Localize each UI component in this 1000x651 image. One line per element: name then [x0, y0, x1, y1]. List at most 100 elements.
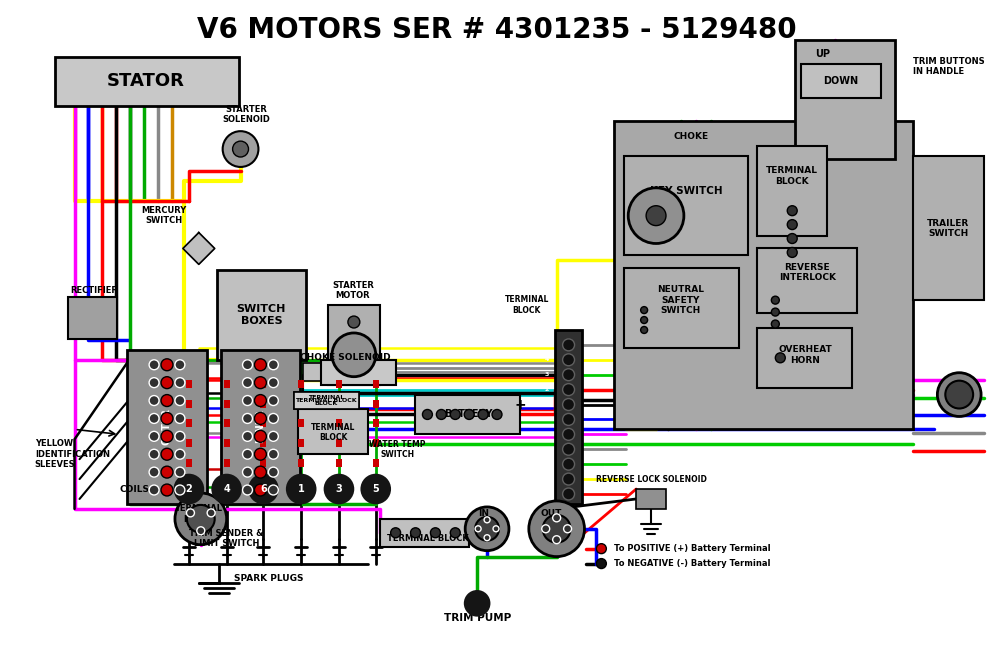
- Circle shape: [197, 527, 205, 534]
- Text: 4: 4: [223, 484, 230, 494]
- Text: MERCURY
SWITCH: MERCURY SWITCH: [141, 206, 187, 225]
- Circle shape: [596, 559, 606, 568]
- Text: TRAILER
SWITCH: TRAILER SWITCH: [927, 219, 969, 238]
- Bar: [260, 419, 266, 428]
- Circle shape: [175, 432, 185, 441]
- Text: TERMINAL
BLOCK: TERMINAL BLOCK: [175, 504, 223, 523]
- Text: SWITCH
BOXES: SWITCH BOXES: [237, 304, 286, 326]
- Circle shape: [553, 536, 561, 544]
- Circle shape: [937, 373, 981, 417]
- Bar: [636, 489, 666, 509]
- Text: SPARK PLUGS: SPARK PLUGS: [234, 574, 303, 583]
- Bar: [260, 439, 266, 447]
- Text: 6: 6: [260, 484, 267, 494]
- Bar: [224, 400, 230, 408]
- Circle shape: [186, 509, 194, 517]
- Text: CHOKE: CHOKE: [673, 132, 708, 141]
- Text: REVERSE LOCK SOLENOID: REVERSE LOCK SOLENOID: [596, 475, 707, 484]
- Bar: [757, 146, 827, 236]
- Circle shape: [213, 475, 241, 503]
- Bar: [186, 419, 192, 428]
- Bar: [298, 419, 304, 428]
- Bar: [294, 392, 359, 409]
- Circle shape: [149, 467, 159, 477]
- Circle shape: [161, 377, 173, 389]
- Circle shape: [563, 354, 575, 366]
- Bar: [55, 57, 239, 106]
- Circle shape: [254, 449, 266, 460]
- Circle shape: [149, 360, 159, 370]
- Circle shape: [187, 505, 215, 533]
- Circle shape: [465, 591, 489, 615]
- Circle shape: [268, 432, 278, 441]
- Circle shape: [775, 353, 785, 363]
- Bar: [298, 439, 304, 447]
- Circle shape: [787, 247, 797, 257]
- Circle shape: [787, 219, 797, 230]
- Circle shape: [254, 466, 266, 478]
- Circle shape: [249, 475, 277, 503]
- Text: 3: 3: [336, 484, 342, 494]
- Bar: [373, 380, 379, 387]
- Circle shape: [233, 141, 249, 157]
- Circle shape: [175, 396, 185, 406]
- Bar: [336, 439, 342, 447]
- Bar: [373, 459, 379, 467]
- Text: TRIM BUTTONS
IN HANDLE: TRIM BUTTONS IN HANDLE: [913, 57, 984, 76]
- Bar: [298, 380, 304, 387]
- Circle shape: [161, 449, 173, 460]
- Text: TERMINAL BLOCK: TERMINAL BLOCK: [387, 534, 468, 543]
- Text: UP: UP: [816, 49, 831, 59]
- Bar: [913, 156, 984, 300]
- Circle shape: [464, 409, 474, 419]
- Circle shape: [450, 528, 460, 538]
- Circle shape: [475, 517, 499, 541]
- Circle shape: [771, 296, 779, 304]
- Bar: [224, 459, 230, 467]
- Text: TRIM PUMP: TRIM PUMP: [444, 613, 511, 623]
- Circle shape: [641, 327, 648, 333]
- Circle shape: [254, 395, 266, 406]
- Bar: [217, 270, 306, 360]
- Circle shape: [223, 131, 258, 167]
- Circle shape: [641, 307, 648, 314]
- Text: 5: 5: [545, 342, 549, 348]
- Circle shape: [475, 526, 481, 532]
- Text: CHOKE SOLENOID: CHOKE SOLENOID: [300, 353, 391, 363]
- Circle shape: [430, 528, 440, 538]
- Bar: [186, 380, 192, 387]
- Circle shape: [563, 473, 575, 485]
- Text: COILS: COILS: [119, 484, 149, 493]
- Circle shape: [149, 449, 159, 459]
- Circle shape: [391, 528, 401, 538]
- Circle shape: [161, 466, 173, 478]
- Circle shape: [149, 413, 159, 423]
- Circle shape: [771, 308, 779, 316]
- Text: OUTER: OUTER: [162, 408, 172, 445]
- Bar: [624, 268, 739, 348]
- Bar: [795, 40, 895, 159]
- Circle shape: [254, 359, 266, 370]
- Circle shape: [268, 467, 278, 477]
- Circle shape: [175, 467, 185, 477]
- Bar: [373, 400, 379, 408]
- Circle shape: [149, 378, 159, 387]
- Bar: [68, 297, 117, 339]
- Circle shape: [243, 413, 252, 423]
- Circle shape: [529, 501, 584, 557]
- Circle shape: [254, 430, 266, 442]
- Text: 7: 7: [545, 417, 549, 422]
- Circle shape: [254, 377, 266, 389]
- Circle shape: [564, 525, 572, 533]
- Circle shape: [542, 525, 550, 533]
- Circle shape: [771, 320, 779, 328]
- Text: REVERSE
INTERLOCK: REVERSE INTERLOCK: [779, 262, 836, 282]
- Bar: [221, 350, 300, 504]
- Bar: [224, 380, 230, 387]
- Circle shape: [492, 409, 502, 419]
- Bar: [415, 395, 520, 434]
- Circle shape: [787, 206, 797, 215]
- Bar: [186, 459, 192, 467]
- Bar: [298, 409, 368, 454]
- Circle shape: [268, 378, 278, 387]
